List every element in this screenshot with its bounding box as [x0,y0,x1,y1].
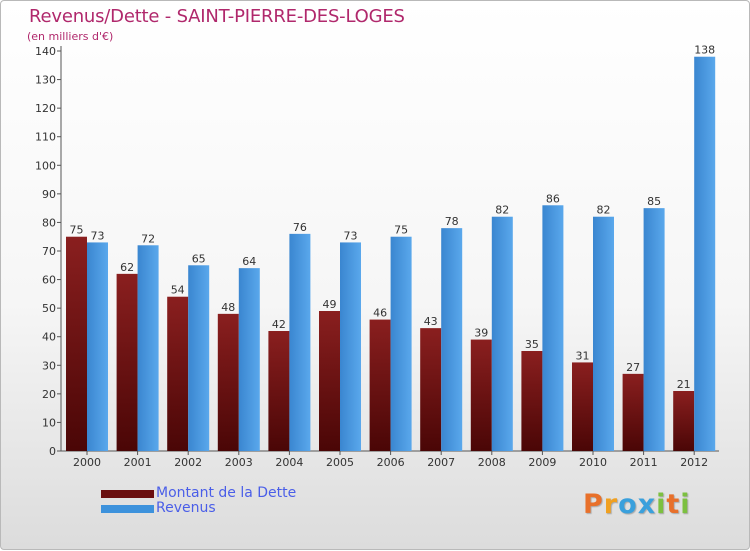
x-tick-label: 2011 [630,456,658,469]
bar-dette [369,319,391,451]
legend-label-dette: Montant de la Dette [156,485,297,501]
y-tick-label: 120 [35,102,56,115]
data-label: 86 [546,192,560,205]
data-label: 35 [525,338,539,351]
legend-label-revenus: Revenus [156,500,216,516]
bar-revenus [87,242,108,451]
y-tick-label: 20 [42,388,56,401]
data-label: 73 [91,229,105,242]
data-label: 54 [171,284,185,297]
data-label: 42 [272,318,286,331]
data-label: 64 [242,255,256,268]
chart-subtitle: (en milliers d'€) [27,30,114,43]
y-tick-label: 80 [42,216,56,229]
y-tick-label: 130 [35,74,56,87]
x-tick-label: 2009 [528,456,556,469]
data-label: 21 [677,378,691,391]
data-label: 31 [576,349,590,362]
y-tick-label: 10 [42,416,56,429]
x-tick-label: 2000 [73,456,101,469]
bar-revenus [289,233,311,451]
y-tick-label: 30 [42,359,56,372]
y-tick-label: 50 [42,302,56,315]
data-label: 48 [221,301,235,314]
bar-revenus [390,236,412,451]
logo-letter: x [637,489,657,520]
logo-letter: t [666,489,681,520]
bar-revenus [340,242,361,451]
bar-dette [217,313,239,451]
data-label: 27 [626,361,640,374]
bar-revenus [491,216,513,451]
x-tick-label: 2008 [478,456,506,469]
data-label: 138 [694,44,715,57]
bar-revenus [694,56,716,451]
data-label: 72 [141,232,155,245]
logo-letter: i [680,489,691,520]
bar-dette [420,328,442,451]
data-label: 65 [192,252,206,265]
data-label: 73 [344,229,358,242]
bar-dette [319,311,340,451]
logo-letter: i [656,489,667,520]
bar-revenus [643,208,665,451]
bar-dette [470,339,492,451]
y-tick-label: 40 [42,331,56,344]
y-tick-label: 90 [42,188,56,201]
x-tick-label: 2007 [427,456,455,469]
chart-data-labels: 75 73 62 72 54 65 48 64 42 76 49 73 46 75 43 78 39 82 35 86… [70,44,716,391]
x-tick-label: 2010 [579,456,607,469]
bar-revenus [542,205,564,451]
x-tick-label: 2003 [225,456,253,469]
data-label: 76 [293,221,307,234]
y-tick-label: 140 [35,45,56,58]
logo-letter: P [583,489,604,520]
x-tick-label: 2012 [680,456,708,469]
x-tick-label: 2006 [377,456,405,469]
data-label: 39 [474,327,488,340]
bar-revenus [593,216,614,451]
bar-dette [521,351,543,451]
x-tick-label: 2001 [124,456,152,469]
y-tick-label: 110 [35,131,56,144]
data-label: 85 [647,195,661,208]
data-label: 49 [323,298,337,311]
bar-revenus [238,268,260,451]
x-tick-label: 2002 [174,456,202,469]
data-label: 78 [445,215,459,228]
chart-bars [66,56,716,451]
data-label: 82 [597,204,611,217]
bar-revenus [441,228,463,451]
y-tick-label: 0 [49,445,56,458]
bar-dette [66,236,87,451]
logo-letter: r [603,489,619,520]
bar-dette [572,362,593,451]
bar-dette [268,331,290,451]
bar-dette [673,391,695,451]
proxiti-logo: Proxiti [583,489,691,520]
data-label: 43 [424,315,438,328]
y-tick-label: 70 [42,245,56,258]
y-tick-label: 60 [42,274,56,287]
chart-title: Revenus/Dette - SAINT-PIERRE-DES-LOGES [29,6,405,27]
data-label: 62 [120,261,134,274]
data-label: 75 [394,224,408,237]
bar-dette [167,296,189,451]
bar-revenus [137,245,159,451]
x-tick-label: 2004 [275,456,303,469]
x-tick-label: 2005 [326,456,354,469]
legend-swatch-dette [101,490,154,498]
legend-swatch-revenus [101,505,154,513]
data-label: 82 [495,204,509,217]
logo-letter: o [618,489,638,520]
bar-dette [622,373,644,451]
y-tick-label: 100 [35,159,56,172]
data-label: 46 [373,307,387,320]
bar-revenus [188,265,210,451]
bar-dette [116,273,138,451]
data-label: 75 [70,224,84,237]
